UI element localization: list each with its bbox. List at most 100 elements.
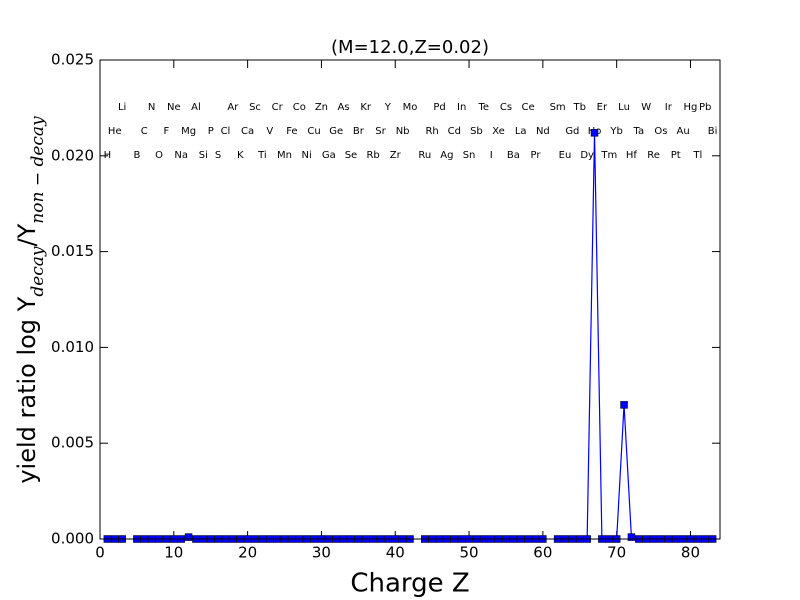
element-label: Yb: [609, 126, 622, 137]
element-label: Er: [597, 102, 608, 113]
element-label: Bi: [708, 126, 718, 137]
element-label: Mo: [403, 102, 418, 113]
marker: [627, 533, 636, 541]
marker: [184, 533, 193, 541]
element-label: Nd: [536, 126, 550, 137]
element-label: Na: [174, 150, 188, 161]
element-label: F: [164, 126, 170, 137]
x-tick-label: 0: [95, 544, 105, 562]
element-label: Co: [293, 102, 306, 113]
element-label: Mg: [181, 126, 196, 137]
y-axis-label: yield ratio log Ydecay/Ynon − decay: [13, 116, 48, 484]
plot-frame: [99, 59, 721, 540]
element-label: Ne: [167, 102, 181, 113]
x-tick-label: 40: [386, 544, 405, 562]
element-label: Tb: [573, 102, 586, 113]
element-label: Eu: [559, 150, 572, 161]
chart-title: (M=12.0,Z=0.02): [331, 37, 489, 58]
x-tick-label: 20: [238, 544, 257, 562]
element-label: Sn: [463, 150, 476, 161]
element-label: Ir: [665, 102, 673, 113]
element-label: Zr: [390, 150, 402, 161]
element-label: Pb: [699, 102, 711, 113]
element-label: Te: [478, 102, 490, 113]
y-tick-label: 0.000: [51, 530, 94, 548]
x-tick-label: 70: [607, 544, 626, 562]
element-label: Kr: [360, 102, 372, 113]
element-label: Sc: [249, 102, 261, 113]
element-label: Rb: [366, 150, 379, 161]
element-label: Gd: [565, 126, 579, 137]
element-label: K: [237, 150, 244, 161]
element-label: V: [266, 126, 273, 137]
element-label: Sb: [470, 126, 483, 137]
y-label-part: yield ratio log Y: [13, 296, 41, 483]
element-label: H: [104, 150, 112, 161]
element-label: La: [515, 126, 527, 137]
element-label: Hf: [626, 150, 638, 161]
element-label: Tl: [692, 150, 702, 161]
element-label: Cr: [272, 102, 284, 113]
element-label: Ta: [633, 126, 645, 137]
marker: [620, 401, 628, 409]
element-label: Al: [191, 102, 201, 113]
y-label-subscript: decay: [28, 246, 48, 297]
element-label: N: [148, 102, 155, 113]
element-label: Zn: [315, 102, 328, 113]
element-label: O: [155, 150, 163, 161]
x-tick-label: 50: [460, 544, 479, 562]
element-label: Dy: [580, 150, 594, 161]
element-label: Pd: [433, 102, 445, 113]
element-label: Ba: [507, 150, 520, 161]
element-label: In: [457, 102, 466, 113]
x-tick-label: 10: [164, 544, 183, 562]
element-label: Ag: [440, 150, 453, 161]
element-label: Ge: [329, 126, 343, 137]
element-label: Sr: [375, 126, 386, 137]
element-label: Cs: [500, 102, 512, 113]
element-label: Pt: [671, 150, 681, 161]
element-label: C: [141, 126, 148, 137]
element-label: Os: [654, 126, 667, 137]
element-label: Rh: [425, 126, 438, 137]
element-label: P: [208, 126, 214, 137]
y-tick-label: 0.015: [51, 242, 94, 260]
marker: [590, 129, 599, 137]
element-label: B: [133, 150, 140, 161]
element-label: Ti: [257, 150, 267, 161]
element-label: S: [215, 150, 221, 161]
y-tick-label: 0.010: [51, 338, 94, 356]
element-label: Si: [199, 150, 208, 161]
x-axis-label: Charge Z: [350, 569, 469, 599]
element-label: Cd: [448, 126, 461, 137]
element-label: Cu: [307, 126, 320, 137]
y-tick-label: 0.025: [51, 51, 94, 69]
element-label: Ar: [227, 102, 239, 113]
element-label: I: [490, 150, 493, 161]
x-tick-label: 60: [533, 544, 552, 562]
element-label: He: [108, 126, 122, 137]
element-label: Nb: [396, 126, 410, 137]
element-label: Ce: [522, 102, 535, 113]
element-label: Hg: [684, 102, 698, 113]
element-label: Ga: [322, 150, 336, 161]
element-label: Mn: [277, 150, 292, 161]
element-label: Xe: [492, 126, 505, 137]
element-label: Fe: [286, 126, 297, 137]
y-tick-label: 0.005: [51, 434, 94, 452]
element-label: Lu: [618, 102, 630, 113]
element-label: Au: [677, 126, 690, 137]
element-label: Re: [647, 150, 660, 161]
element-label: Sm: [550, 102, 566, 113]
element-label: Se: [345, 150, 358, 161]
x-tick-label: 30: [312, 544, 331, 562]
element-label: Pr: [530, 150, 541, 161]
element-label: As: [338, 102, 350, 113]
element-label: Cl: [221, 126, 231, 137]
element-label: Ni: [302, 150, 312, 161]
x-tick-label: 80: [681, 544, 700, 562]
element-label: W: [641, 102, 651, 113]
y-tick-label: 0.020: [51, 146, 94, 164]
